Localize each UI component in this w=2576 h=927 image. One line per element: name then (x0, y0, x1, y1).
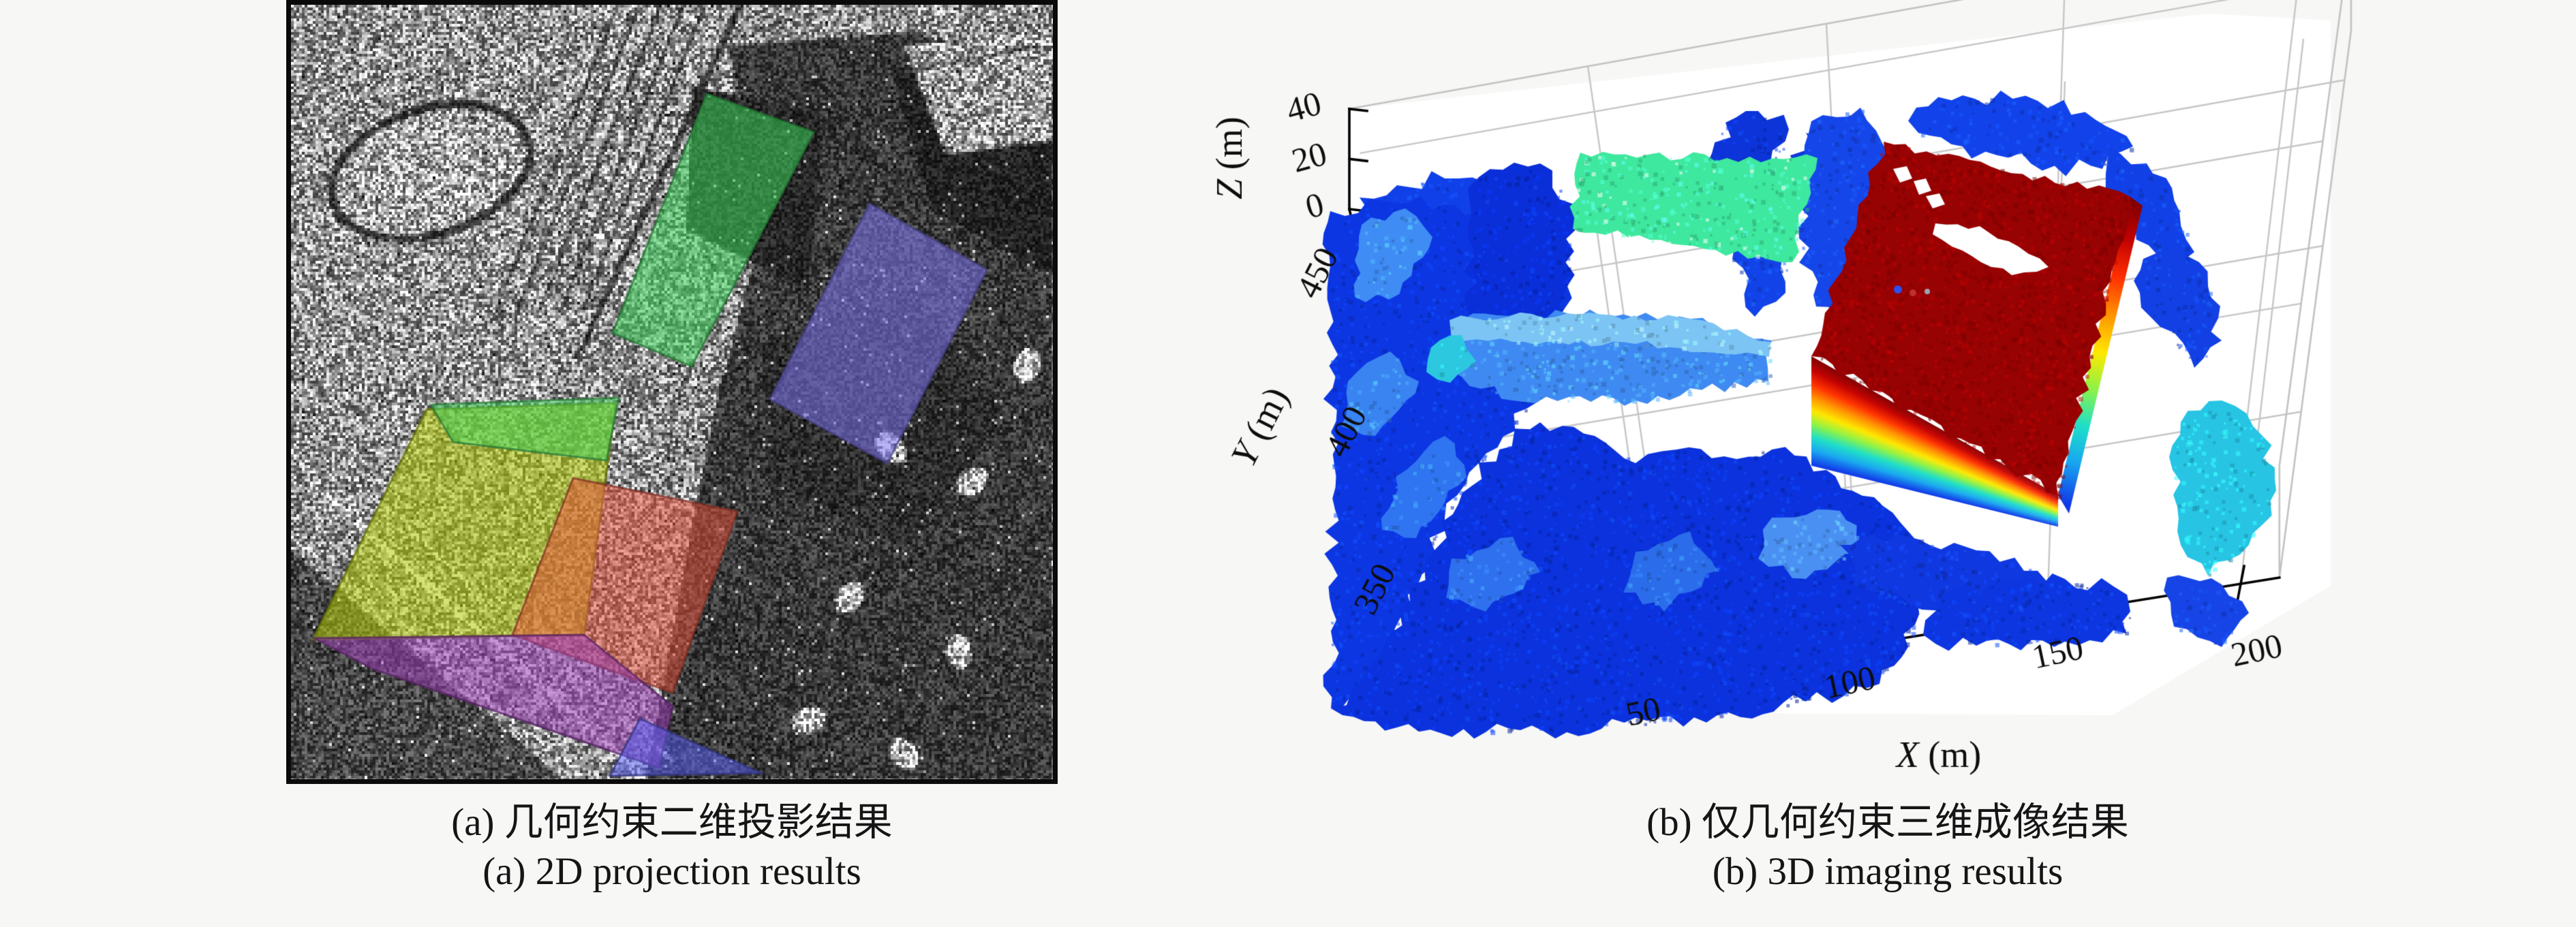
caption-panel-a: (a) 几何约束二维投影结果 (a) 2D projection results (291, 798, 1053, 896)
caption-panel-b: (b) 仅几何约束三维成像结果 (b) 3D imaging results (1431, 798, 2344, 896)
caption-a-english: (a) 2D projection results (482, 850, 861, 893)
sar-image-canvas (291, 5, 1053, 779)
scatter3d-canvas (1159, 0, 2453, 790)
panel-b-3d-plot (1159, 0, 2453, 790)
caption-b-chinese: (b) 仅几何约束三维成像结果 (1646, 801, 2129, 844)
panel-a-sar-image (286, 0, 1058, 784)
caption-a-chinese: (a) 几何约束二维投影结果 (451, 801, 893, 844)
caption-b-english: (b) 3D imaging results (1712, 850, 2064, 893)
